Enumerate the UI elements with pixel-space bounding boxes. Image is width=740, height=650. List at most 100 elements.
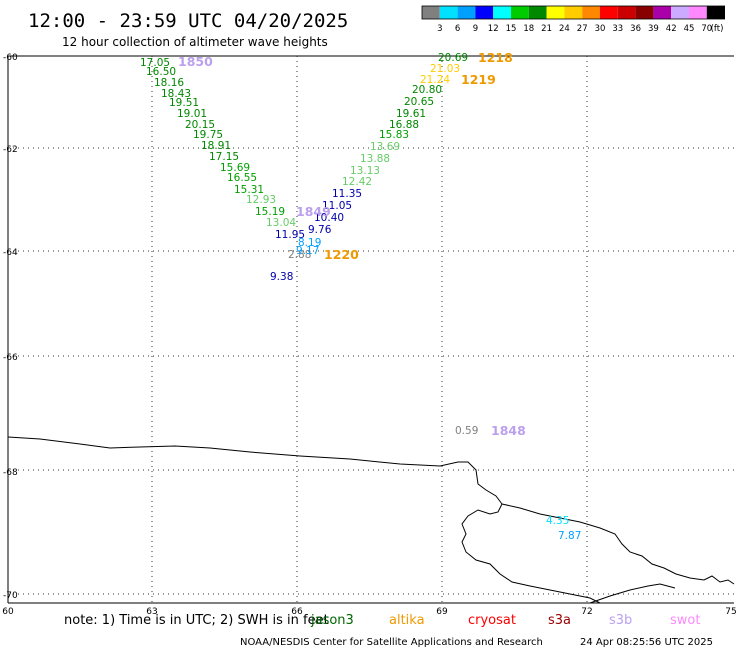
wave-height-label: 13.13 <box>350 165 380 177</box>
legend-tick-label: 12 <box>488 24 499 34</box>
legend-swatch <box>582 6 600 19</box>
lat-label: -68 <box>3 468 18 478</box>
wave-height-label: 16.50 <box>146 66 176 78</box>
legend-swatch <box>475 6 494 19</box>
pass-time-label: 1219 <box>461 72 496 87</box>
wave-height-label: 4.35 <box>546 515 569 527</box>
graticule <box>8 56 734 603</box>
wave-height-label: 18.16 <box>154 77 184 89</box>
lat-label: -66 <box>3 353 18 363</box>
lon-label: 69 <box>436 607 448 617</box>
legend-tick-label: 9 <box>473 24 478 34</box>
legend-tick-label: 70 <box>701 24 712 34</box>
wave-height-label: 19.51 <box>169 97 199 109</box>
legend-swatch <box>511 6 529 19</box>
legend-swatch <box>546 6 565 19</box>
coastline-bay <box>589 583 676 604</box>
wave-height-label: 20.69 <box>438 52 468 64</box>
wave-height-color-legend: 3 6 9 12 15 18 21 24 27 30 33 36 39 42 45 70(ft) <box>421 5 726 34</box>
lat-label: -70 <box>3 591 18 601</box>
map-frame <box>7 55 734 604</box>
legend-tick-label: 45 <box>684 24 695 34</box>
satellite-name: swot <box>670 613 700 628</box>
lon-label: 72 <box>581 607 592 617</box>
legend-swatch <box>457 6 476 19</box>
wave-height-label: 13.69 <box>370 141 400 153</box>
legend-tick-label: 42 <box>666 24 677 34</box>
wave-height-label: 21.24 <box>420 74 450 86</box>
legend-tick-label: 33 <box>612 24 623 34</box>
lon-label: 66 <box>291 607 303 617</box>
wave-height-label: 15.69 <box>220 162 250 174</box>
legend-tick-label: 6 <box>455 24 460 34</box>
wave-height-label: 7.87 <box>558 530 581 542</box>
legend-tick-label: 21 <box>541 24 552 34</box>
wave-height-label: 2.88 <box>288 249 311 261</box>
wave-height-label: 9.76 <box>308 224 332 236</box>
legend-swatch <box>671 6 689 19</box>
pass-time-labels: 1850 1218 1219 1849 1220 1848 <box>178 50 526 438</box>
latitude-labels: -60 -62 -64 -66 -68 -70 <box>3 53 18 601</box>
legend-swatch <box>422 6 440 19</box>
map-subtitle: 12 hour collection of altimeter wave hei… <box>62 35 328 49</box>
wave-height-label: 19.61 <box>396 108 426 120</box>
legend-swatch <box>635 6 654 19</box>
satellite-name: s3a <box>548 613 571 628</box>
footer-note: note: 1) Time is in UTC; 2) SWH is in fe… <box>64 613 329 628</box>
wave-height-label: 19.75 <box>193 129 223 141</box>
wave-height-label: 15.19 <box>255 206 285 218</box>
legend-tick-label: 15 <box>506 24 517 34</box>
satellite-legend: jason3 altika cryosat s3a s3b swot <box>310 613 700 628</box>
wave-height-label: 11.35 <box>332 188 362 200</box>
lon-label: 75 <box>725 607 736 617</box>
legend-swatch <box>528 6 547 19</box>
wave-height-label: 13.88 <box>360 153 390 165</box>
wave-height-label: 18.43 <box>161 88 191 100</box>
map-title: 12:00 - 23:59 UTC 04/20/2025 <box>28 10 348 32</box>
wave-height-label: 20.80 <box>412 84 442 96</box>
legend-tick-label: 18 <box>523 24 534 34</box>
legend-unit: (ft) <box>711 24 724 34</box>
legend-swatch <box>617 6 636 19</box>
legend-swatch <box>653 6 672 19</box>
pass-time-label: 1218 <box>478 50 513 65</box>
legend-tick-label: 27 <box>577 24 588 34</box>
satellite-name: cryosat <box>468 613 516 628</box>
legend-tick-label: 39 <box>648 24 659 34</box>
legend-tick-label: 30 <box>595 24 606 34</box>
wave-height-label: 11.05 <box>322 200 352 212</box>
wave-height-label: 20.65 <box>404 96 434 108</box>
legend-swatch <box>600 6 618 19</box>
longitude-labels: 60 63 66 69 72 75 <box>2 607 736 617</box>
pass-time-label: 1220 <box>324 247 359 262</box>
wave-height-label: 12.42 <box>342 176 372 188</box>
pass-time-label: 1849 <box>296 204 331 219</box>
wave-height-label: 12.93 <box>246 194 276 206</box>
wave-height-label: 19.01 <box>177 108 207 120</box>
wave-height-label: 21.03 <box>430 63 460 75</box>
lat-label: -64 <box>3 248 18 258</box>
satellite-name: s3b <box>609 613 632 628</box>
legend-tick-label: 36 <box>630 24 641 34</box>
observation-labels: 17.0516.5018.1618.4319.5119.0120.1519.75… <box>140 52 581 542</box>
wave-height-label: 10.40 <box>314 212 344 224</box>
wave-height-label: 9.38 <box>270 271 293 283</box>
pass-time-label: 1848 <box>491 423 526 438</box>
wave-height-label: 13.04 <box>266 217 296 229</box>
generated-timestamp: 24 Apr 08:25:56 UTC 2025 <box>580 637 713 648</box>
legend-swatch <box>493 6 511 19</box>
wave-height-label: 15.31 <box>234 184 264 196</box>
wave-height-label: 16.55 <box>227 172 257 184</box>
credit-line: NOAA/NESDIS Center for Satellite Applica… <box>240 637 543 648</box>
satellite-name: jason3 <box>310 613 354 628</box>
satellite-name: altika <box>389 613 425 628</box>
coastline-east <box>501 503 735 585</box>
legend-swatch <box>564 6 583 19</box>
wave-height-label: 17.15 <box>209 151 239 163</box>
wave-height-label: 20.15 <box>185 119 215 131</box>
lon-label: 60 <box>2 607 14 617</box>
wave-height-label: 17.05 <box>140 57 170 69</box>
wave-height-label: 9.17 <box>296 245 319 257</box>
